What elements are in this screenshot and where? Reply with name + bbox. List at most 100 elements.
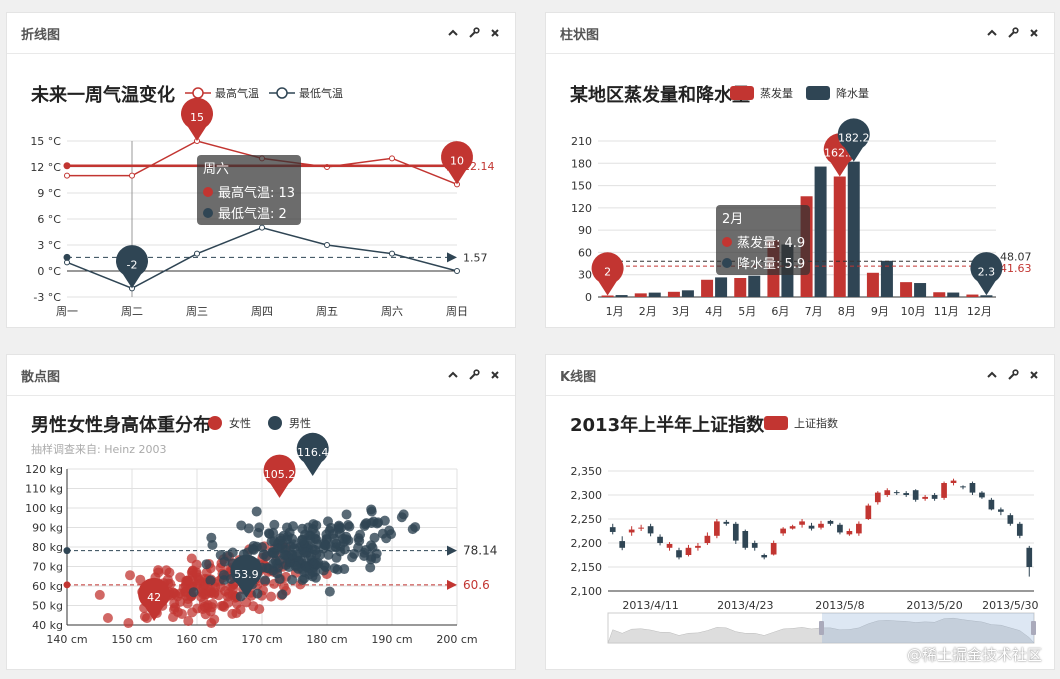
- scatter-point: [341, 509, 352, 520]
- x-tick-label: 2013/4/11: [622, 599, 678, 612]
- bar: [748, 275, 761, 297]
- bar: [866, 272, 879, 297]
- x-tick-label: 12月: [967, 305, 992, 318]
- x-tick-label: 4月: [705, 305, 723, 318]
- y-tick-label: 6 °C: [37, 213, 61, 226]
- candle-body: [647, 526, 654, 534]
- candle-body: [761, 555, 768, 558]
- tooltip-title: 2月: [722, 212, 743, 227]
- scatter-point: [260, 575, 271, 586]
- scatter-point: [384, 525, 395, 536]
- candle-body: [931, 495, 938, 499]
- y-tick-label: 2,100: [571, 585, 603, 598]
- bar: [701, 279, 714, 297]
- candle-body: [1007, 515, 1014, 524]
- x-tick-label: 150 cm: [111, 633, 152, 646]
- chart-subtitle: 抽样调查来自: Heinz 2003: [31, 442, 167, 456]
- close-icon[interactable]: [1028, 27, 1040, 39]
- close-icon[interactable]: [1028, 369, 1040, 381]
- candle-body: [789, 526, 796, 529]
- candle-body: [619, 541, 626, 548]
- tooltip-title: 周六: [203, 162, 229, 177]
- mark-point-label: 2: [604, 266, 611, 279]
- tooltip-row: 最低气温: 2: [218, 206, 287, 222]
- tooltip-box: [197, 155, 301, 225]
- scatter-chart-panel: 散点图 男性女性身高体重分布 抽样调查来自: Heinz 2003 女性 男性 40 k…: [6, 354, 516, 670]
- panel-tools: [447, 369, 501, 381]
- panel-title: 柱状图: [560, 27, 600, 43]
- y-tick-label: 9 °C: [37, 187, 61, 200]
- scatter-point: [366, 506, 377, 517]
- scatter-point: [370, 553, 381, 564]
- x-tick-label: 周四: [251, 305, 273, 318]
- legend-item-label: 最低气温: [299, 86, 343, 100]
- candle-body: [638, 527, 644, 529]
- legend-item-label: 降水量: [836, 86, 869, 100]
- close-icon[interactable]: [489, 369, 501, 381]
- legend-item-swatch: [208, 416, 222, 430]
- candle-body: [799, 521, 805, 525]
- candle-body: [998, 509, 1004, 512]
- tooltip-swatch: [203, 208, 213, 218]
- collapse-icon[interactable]: [447, 27, 459, 39]
- collapse-icon[interactable]: [986, 27, 998, 39]
- collapse-icon[interactable]: [986, 369, 998, 381]
- close-icon[interactable]: [489, 27, 501, 39]
- wrench-icon[interactable]: [1007, 27, 1019, 39]
- scatter-point: [253, 527, 264, 538]
- y-tick-label: 12 °C: [30, 161, 61, 174]
- y-tick-label: 2,150: [571, 561, 603, 574]
- bar: [933, 292, 946, 297]
- wrench-icon[interactable]: [468, 369, 480, 381]
- y-tick-label: 15 °C: [30, 135, 61, 148]
- zoom-slider-handle-left: [819, 621, 824, 635]
- y-tick-label: 210: [571, 135, 592, 148]
- candle-body: [827, 520, 834, 524]
- data-point: [64, 172, 70, 179]
- scatter-point: [297, 523, 308, 534]
- panel-header: K线图: [546, 355, 1054, 396]
- wrench-icon[interactable]: [468, 27, 480, 39]
- scatter-point: [292, 549, 303, 560]
- wrench-icon[interactable]: [1007, 369, 1019, 381]
- chart-title: 某地区蒸发量和降水量: [570, 84, 750, 106]
- y-tick-label: 100 kg: [25, 502, 63, 515]
- candle-body: [884, 490, 891, 495]
- scatter-point: [186, 553, 197, 564]
- data-point: [129, 172, 135, 179]
- panel-title: K线图: [560, 369, 597, 385]
- scatter-point: [181, 575, 192, 586]
- candle-body: [969, 483, 976, 493]
- candle-body: [893, 492, 900, 494]
- tooltip-swatch: [203, 187, 213, 197]
- candle-body: [988, 499, 995, 510]
- candle-body: [979, 492, 985, 498]
- scatter-point: [287, 574, 298, 585]
- candle-body: [846, 531, 853, 535]
- data-point: [389, 250, 395, 257]
- data-point: [389, 155, 395, 162]
- scatter-point: [278, 581, 289, 592]
- scatter-point: [202, 600, 213, 611]
- x-tick-label: 9月: [871, 305, 889, 318]
- average-arrow: [447, 545, 457, 556]
- x-tick-label: 1月: [606, 305, 624, 318]
- legend-item-swatch: [730, 86, 754, 100]
- mark-point-label: 2.3: [978, 265, 996, 278]
- y-tick-label: 90 kg: [32, 522, 63, 535]
- scatter-point: [308, 524, 319, 535]
- scatter-point: [236, 520, 247, 531]
- bar: [601, 295, 614, 297]
- mark-point-label: 15: [190, 111, 204, 124]
- y-tick-label: 30: [578, 269, 592, 282]
- x-tick-label: 2013/5/8: [815, 599, 864, 612]
- average-label: 41.63: [1000, 262, 1032, 275]
- scatter-point: [182, 598, 193, 609]
- collapse-icon[interactable]: [447, 369, 459, 381]
- scatter-point: [205, 575, 216, 586]
- scatter-point: [176, 609, 187, 620]
- bar: [814, 166, 827, 297]
- x-tick-label: 周三: [186, 305, 208, 318]
- mark-point-label: 116.4: [297, 446, 329, 459]
